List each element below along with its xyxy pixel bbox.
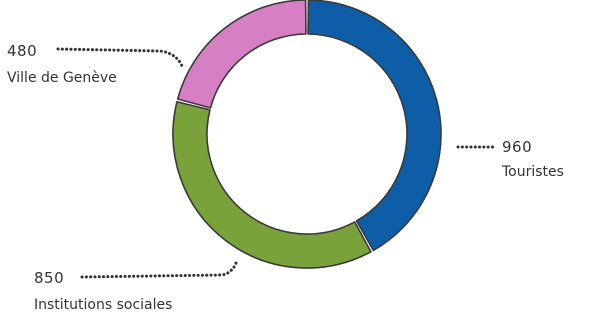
slice-value-label-ville-de-geneve: 480 <box>7 42 37 60</box>
leader-line-institutions-sociales <box>80 261 238 279</box>
leader-line-ville-de-geneve <box>56 47 184 68</box>
donut-slice-ville-de-geneve <box>176 0 307 109</box>
slice-labels: 960 Touristes 850 Institutions sociales … <box>7 42 564 313</box>
slice-category-label-touristes: Touristes <box>501 164 564 180</box>
donut-slice-institutions-sociales <box>172 100 372 269</box>
slice-category-label-institutions-sociales: Institutions sociales <box>34 297 172 313</box>
slice-category-label-ville-de-geneve: Ville de Genève <box>7 70 117 86</box>
donut-slices <box>172 0 442 269</box>
donut-slice-touristes <box>307 0 442 252</box>
slice-value-label-institutions-sociales: 850 <box>34 269 64 287</box>
slice-value-label-touristes: 960 <box>502 138 532 156</box>
